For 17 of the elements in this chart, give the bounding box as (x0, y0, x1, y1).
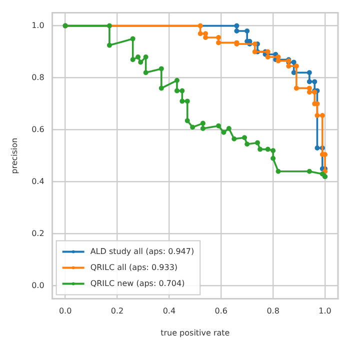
y-axis-title: precision (10, 138, 19, 174)
x-tick-label: 0.2 (110, 306, 124, 316)
legend-label: QRILC new (aps: 0.704) (90, 278, 185, 288)
y-tick-label: 0.8 (32, 72, 44, 82)
y-tick-label: 1.0 (32, 20, 44, 30)
x-tick-label: 0.0 (58, 306, 72, 316)
x-tick-label: 0.6 (214, 306, 228, 316)
y-tick-label: 0.0 (32, 280, 44, 290)
y-tick-label: 0.2 (32, 228, 44, 238)
legend-label: QRILC all (aps: 0.933) (90, 262, 178, 272)
legend-label: ALD study all (aps: 0.947) (90, 246, 194, 256)
x-tick-label: 0.4 (162, 306, 176, 316)
x-tick-label: 1.0 (318, 306, 332, 316)
x-axis-title: true positive rate (160, 328, 230, 338)
y-tick-label: 0.4 (32, 176, 44, 186)
y-tick-label: 0.6 (32, 124, 44, 134)
x-tick-label: 0.8 (266, 306, 280, 316)
